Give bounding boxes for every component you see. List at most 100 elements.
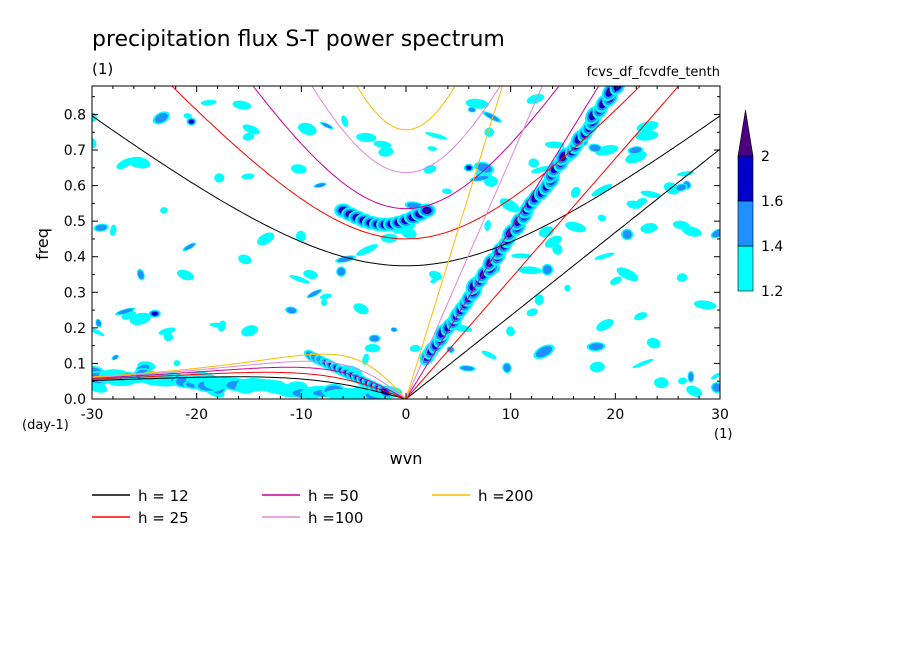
power-contour	[517, 266, 542, 275]
x-tick-label: -20	[185, 407, 208, 423]
power-contour	[468, 107, 476, 112]
x-axis-label: wvn	[390, 449, 423, 468]
power-contour	[526, 308, 538, 317]
power-contour	[154, 112, 168, 123]
power-contour	[636, 121, 659, 133]
power-contour	[320, 299, 328, 307]
kelvin-curve	[405, 86, 680, 399]
power-contour	[640, 190, 662, 198]
power-contour	[303, 269, 318, 280]
power-contour	[442, 188, 452, 195]
colorbar-segment	[737, 155, 754, 202]
power-contour	[565, 221, 587, 233]
y-tick-label: 0.1	[64, 356, 86, 372]
x-tick-label: 30	[711, 407, 729, 423]
kelvin-curve	[405, 148, 720, 399]
power-contour	[693, 300, 717, 310]
y-tick-label: 0.4	[64, 250, 86, 266]
power-contour	[676, 171, 694, 177]
power-contour	[678, 377, 687, 385]
rossby-curve	[92, 353, 407, 399]
power-contour	[588, 343, 604, 351]
power-contour	[353, 303, 369, 315]
power-contour	[544, 141, 565, 149]
power-contour	[290, 164, 307, 174]
power-contour	[471, 175, 489, 181]
power-contour	[544, 235, 562, 248]
power-contour	[391, 327, 397, 332]
power-contour	[427, 146, 438, 151]
power-contour	[506, 326, 515, 337]
power-contour	[160, 207, 168, 214]
power-contour	[610, 276, 622, 286]
power-contour	[362, 353, 369, 365]
power-contour	[297, 122, 317, 136]
power-contour	[232, 100, 252, 110]
power-contour	[622, 230, 632, 239]
power-contour	[163, 332, 174, 342]
power-contour	[117, 308, 133, 315]
kelvin-curve	[405, 86, 543, 399]
y-tick-label: 0.8	[64, 107, 86, 123]
power-contour	[158, 327, 176, 335]
chart-title: precipitation flux S-T power spectrum	[92, 27, 505, 52]
power-contour	[503, 363, 511, 372]
axes: -30 -20 -10 0 10 20 30 0.0 0.1 0.2 0.3 0.4 0.5 0.6 0.7…	[64, 86, 729, 423]
power-contour	[542, 265, 552, 275]
y-tick-label: 0.6	[64, 179, 86, 195]
power-contour	[591, 183, 613, 197]
y-axis-label: freq	[33, 228, 52, 260]
power-contour	[629, 147, 642, 154]
power-contour	[534, 294, 544, 306]
power-contour	[128, 156, 151, 169]
rossby-curve	[92, 360, 407, 399]
plot-frame	[91, 85, 721, 400]
power-contour	[484, 219, 491, 231]
rossby-curve	[92, 371, 407, 399]
power-contour	[112, 355, 118, 360]
power-contour	[481, 350, 497, 360]
power-contour	[319, 293, 332, 300]
colorbar-segment	[737, 200, 754, 247]
power-contour	[200, 99, 217, 106]
power-contour	[484, 112, 500, 122]
power-contour	[242, 132, 255, 141]
power-contour	[425, 132, 447, 140]
colorbar-label: 2	[761, 149, 770, 165]
power-contour	[640, 223, 658, 234]
kelvin-curve	[405, 86, 600, 399]
power-contour	[484, 127, 494, 137]
power-contour	[528, 158, 539, 168]
legend-label: h = 25	[138, 509, 189, 527]
x-tick-label: -30	[81, 407, 104, 423]
power-contour	[92, 138, 97, 149]
power-contour	[129, 312, 151, 326]
power-contour	[429, 270, 442, 281]
x-tick-label: 20	[606, 407, 624, 423]
power-contour	[535, 346, 553, 358]
power-contour	[241, 173, 255, 180]
power-contour	[341, 115, 349, 127]
power-contour	[109, 224, 117, 237]
power-contour	[321, 122, 332, 129]
power-contour	[209, 322, 224, 328]
power-contour	[460, 366, 474, 371]
y-tick-label: 0.5	[64, 214, 86, 230]
power-contour	[241, 325, 259, 337]
power-contour	[531, 165, 553, 174]
colorbar-segment	[737, 245, 754, 292]
ig-curve	[311, 86, 501, 174]
power-contour	[308, 290, 321, 298]
colorbar: 1.2 1.4 1.6 2	[737, 109, 783, 300]
power-contour	[686, 385, 703, 397]
power-contour	[676, 184, 687, 191]
power-contour	[589, 144, 601, 152]
power-contour	[447, 347, 454, 353]
legend: h = 12 h = 25 h = 50 h =100 h =200	[92, 487, 533, 527]
power-contour	[635, 130, 659, 141]
power-contour	[242, 124, 260, 135]
power-spectrum-field	[92, 86, 720, 399]
power-contour	[646, 337, 661, 349]
ig-curve	[356, 86, 456, 131]
